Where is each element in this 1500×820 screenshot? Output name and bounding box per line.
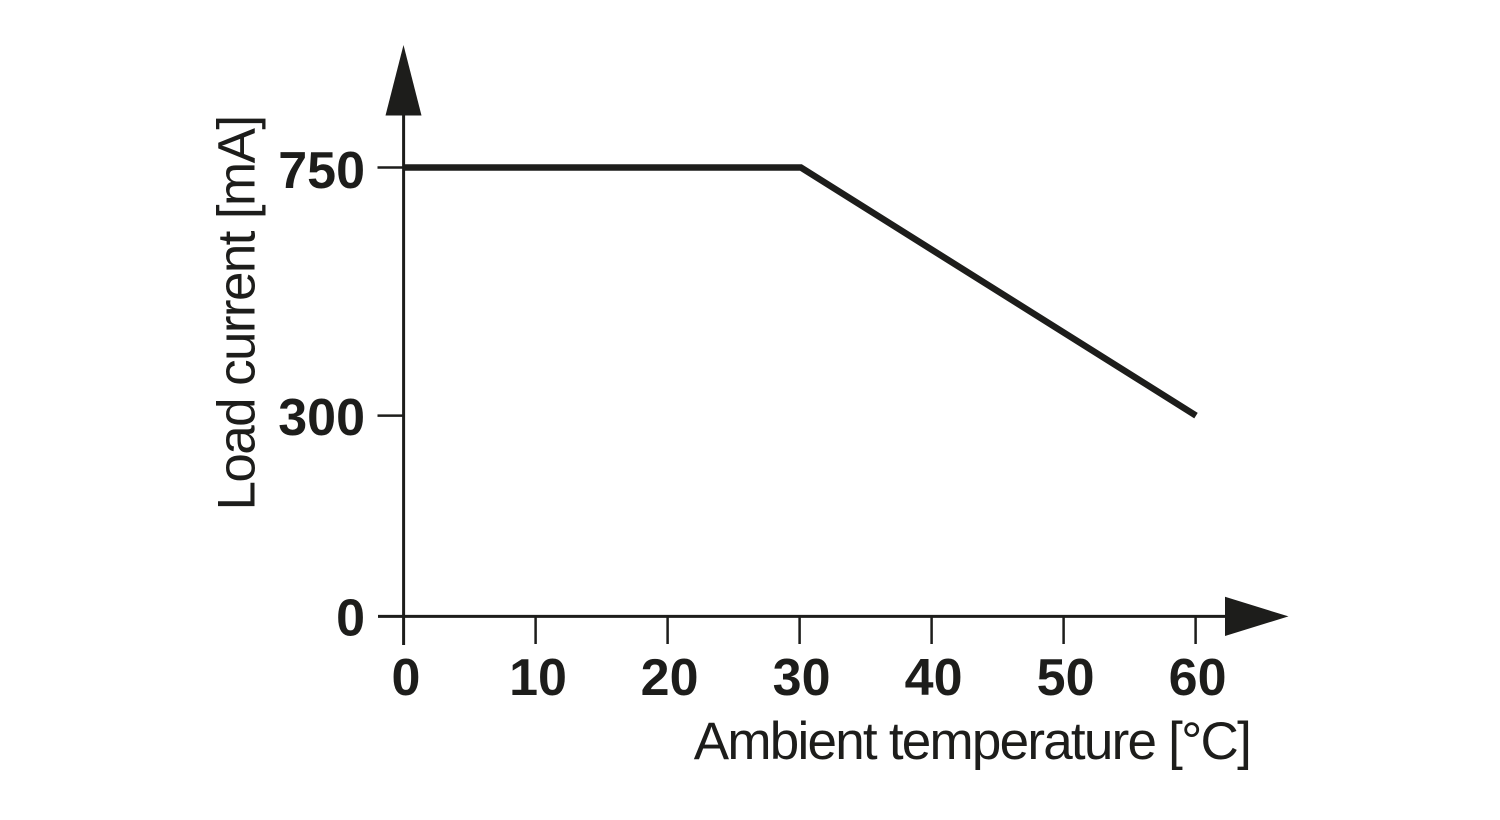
svg-text:60: 60 [1169, 649, 1227, 707]
svg-text:30: 30 [773, 649, 831, 707]
svg-text:Ambient temperature [°C]: Ambient temperature [°C] [694, 712, 1252, 771]
svg-text:0: 0 [392, 649, 421, 707]
svg-text:40: 40 [905, 649, 963, 707]
svg-text:10: 10 [509, 649, 567, 707]
svg-text:300: 300 [278, 389, 365, 447]
svg-text:20: 20 [641, 649, 699, 707]
svg-text:750: 750 [278, 142, 365, 200]
svg-text:Load current [mA]: Load current [mA] [208, 115, 267, 511]
svg-text:0: 0 [336, 589, 365, 647]
svg-text:50: 50 [1037, 649, 1095, 707]
